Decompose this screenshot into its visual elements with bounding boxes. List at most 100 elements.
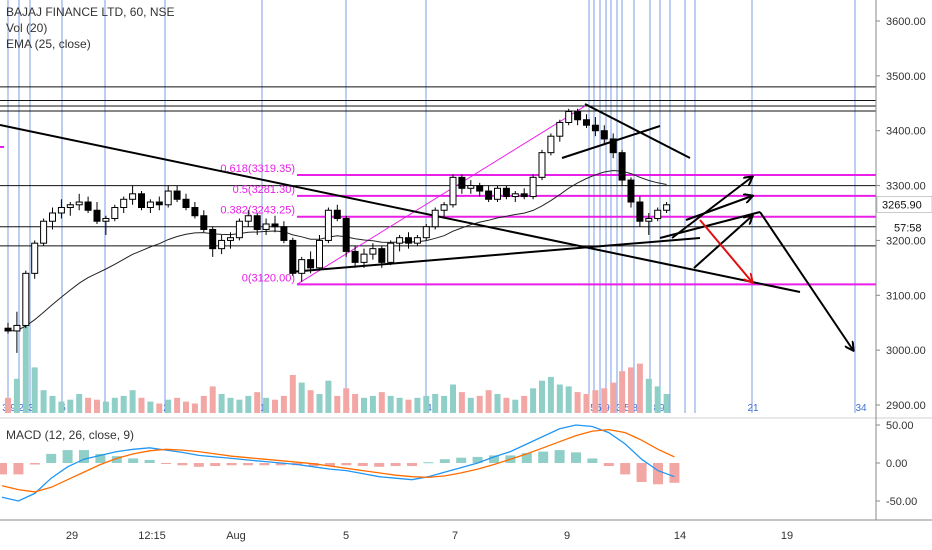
candle-body [271, 223, 279, 228]
macd-histogram-bar [603, 463, 614, 467]
volume-bar [325, 380, 332, 413]
trend-line [0, 124, 801, 293]
candle-body [218, 239, 226, 250]
candle-body [378, 248, 386, 263]
volume-bar [530, 388, 537, 413]
candle-body [102, 217, 110, 222]
candle-body [307, 259, 315, 269]
volume-bar [263, 397, 270, 413]
candle-body [360, 253, 368, 263]
candle-body [627, 179, 635, 203]
volume-bar [227, 397, 234, 413]
candle-body [387, 242, 395, 263]
volume-bar [636, 363, 643, 413]
candle-body [138, 193, 145, 209]
candle-body [556, 121, 564, 137]
volume-bar [5, 397, 11, 413]
volume-bar [494, 394, 501, 413]
candle-body [511, 193, 519, 198]
volume-bar [147, 401, 154, 413]
volume-bar [503, 397, 510, 413]
macd-histogram-bar [423, 462, 434, 464]
macd-histogram-bar [95, 453, 106, 463]
projection-arrow [671, 177, 752, 239]
volume-bar [556, 384, 563, 413]
volume-bar [174, 397, 181, 413]
volume-bar [405, 399, 412, 413]
time-tick-label: 29 [66, 530, 78, 542]
macd-histogram-bar [538, 451, 549, 463]
candle-body [111, 207, 119, 219]
candle-body [173, 190, 181, 200]
macd-histogram-bar [456, 457, 467, 463]
price-tick-label: 3500.00 [886, 71, 926, 83]
signal-line [1, 428, 675, 493]
volume-bar [22, 314, 29, 413]
volume-bar [476, 395, 483, 413]
candle-body [280, 226, 288, 241]
macd-histogram-bar [390, 463, 401, 467]
time-cycle-lines: 39235821345592358892134 [2, 0, 867, 414]
volume-bar [441, 395, 448, 413]
volume-bar [574, 392, 581, 413]
macd-tick-label: 0.00 [886, 458, 907, 470]
candle-body [654, 209, 662, 219]
volume-bar [316, 394, 323, 413]
ema-line [7, 169, 667, 332]
macd-histogram-bar [407, 463, 417, 467]
macd-histogram-bar [669, 463, 680, 483]
volume-bar [76, 394, 83, 413]
projection-arrow [699, 219, 752, 282]
macd-pane [0, 417, 932, 502]
time-tick-label: 19 [781, 530, 793, 542]
volume-bar [183, 401, 189, 413]
candle-body [342, 217, 350, 252]
fib-level-label: 0.5(3281.30) [233, 184, 295, 196]
macd-histogram-bar [62, 450, 73, 463]
time-tick-label: 14 [674, 530, 686, 542]
volume-bar [521, 395, 528, 413]
candle-body [191, 207, 199, 217]
fib-level-label: 0.382(3243.25) [220, 205, 295, 217]
volume-bar [352, 394, 359, 413]
macd-histogram-bar [193, 463, 204, 467]
candle-body [396, 237, 404, 244]
macd-histogram-bar [144, 459, 155, 463]
volume-bar [102, 401, 109, 413]
macd-histogram-bar [521, 453, 532, 463]
candle-body [244, 215, 252, 222]
volume-bar [31, 367, 38, 413]
candle-body [422, 226, 430, 239]
candle-body [4, 327, 12, 332]
price-tick-label: 3400.00 [886, 126, 926, 138]
volume-bar [485, 390, 492, 413]
candle-body [93, 209, 101, 222]
macd-histogram-bar [620, 463, 631, 475]
candle-body [467, 185, 475, 189]
candle-body [182, 198, 190, 209]
macd-histogram-bar [259, 463, 270, 466]
volume-bar [254, 392, 261, 413]
price-tick-label: 3200.00 [886, 235, 926, 247]
time-tick-label: 5 [343, 530, 349, 542]
candle-body [494, 187, 501, 200]
candle-body [591, 124, 599, 132]
volume-bar [209, 386, 216, 413]
fib-diagonal [296, 105, 586, 285]
candle-body [316, 239, 323, 269]
volume-bar [138, 397, 145, 413]
price-tick-label: 3100.00 [886, 290, 926, 302]
volume-bar [645, 378, 652, 413]
volume-bar [387, 395, 394, 413]
macd-histogram-bar [587, 458, 598, 463]
volume-legend: Vol (20) [6, 21, 48, 35]
candle-body [565, 111, 573, 123]
macd-histogram-bar [325, 463, 335, 467]
macd-histogram-bar [275, 463, 286, 466]
candle-body [351, 250, 359, 263]
macd-histogram-bar [29, 463, 40, 465]
time-tick-label: 9 [564, 530, 570, 542]
volume-bar [467, 397, 474, 413]
